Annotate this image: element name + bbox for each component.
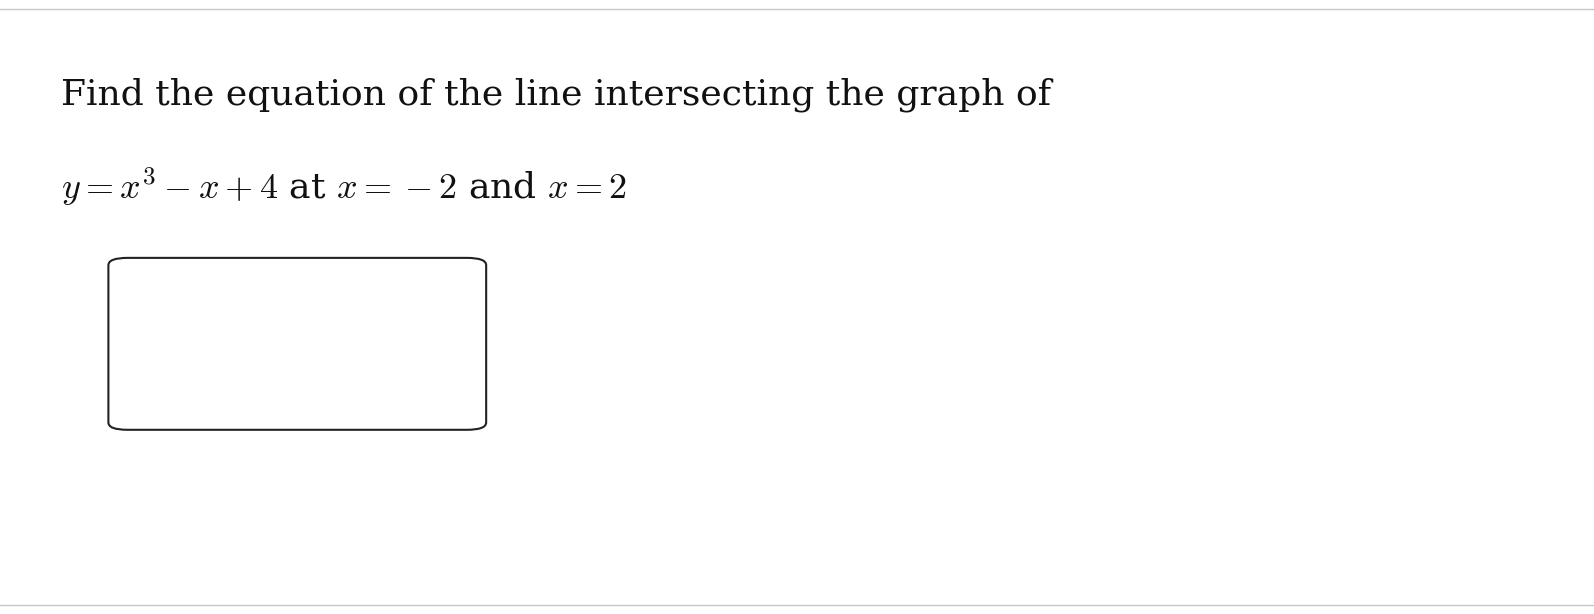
FancyBboxPatch shape: [108, 258, 486, 430]
Text: $y = x^3 - x + 4$ at $x = -2$ and $x = 2$: $y = x^3 - x + 4$ at $x = -2$ and $x = 2…: [61, 166, 626, 208]
Text: Find the equation of the line intersecting the graph of: Find the equation of the line intersecti…: [61, 78, 1050, 112]
